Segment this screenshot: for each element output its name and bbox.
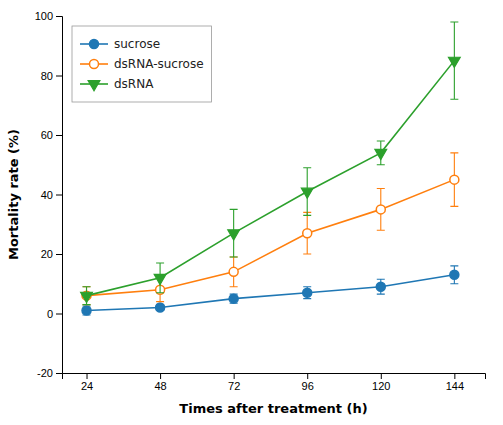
tick-label: 96 (302, 380, 314, 392)
x-axis: 24 48 72 96 120 144 (63, 373, 486, 392)
point (154, 274, 166, 284)
tick-mark (56, 314, 62, 315)
tick-mark (56, 195, 62, 196)
tick-label: 40 (41, 189, 53, 201)
tick: 144 (446, 373, 464, 392)
plot: 24 48 72 96 120 144 -20 0 20 40 60 80 100 Times after… (6, 10, 486, 416)
point (303, 288, 312, 297)
error-bar (377, 189, 385, 231)
error-bar (230, 257, 238, 287)
point (82, 306, 91, 315)
legend-marker (88, 81, 100, 91)
point (450, 270, 459, 279)
point (156, 303, 165, 312)
tick-label: 20 (41, 248, 53, 260)
axis-line (56, 17, 63, 374)
error-bar (303, 212, 311, 254)
point (376, 205, 385, 214)
line (87, 275, 455, 311)
axis-line (63, 374, 486, 380)
point (450, 175, 459, 184)
legend-label: sucrose (114, 37, 160, 51)
tick-mark (160, 373, 161, 379)
tick-mark (454, 373, 455, 379)
legend-item: dsRNA-sucrose (80, 57, 204, 71)
tick: 40 (41, 189, 62, 201)
x-axis-title: Times after treatment (h) (179, 401, 367, 416)
point (375, 149, 387, 159)
tick-label: 72 (228, 380, 240, 392)
error-bar (450, 266, 458, 284)
series (82, 266, 459, 315)
tick-label: 0 (47, 308, 53, 320)
point (229, 294, 238, 303)
point (448, 57, 460, 67)
tick-mark (87, 373, 88, 379)
marks (81, 22, 461, 315)
tick: 48 (154, 373, 166, 392)
tick: 72 (228, 373, 240, 392)
tick: -20 (37, 367, 62, 379)
y-axis: -20 0 20 40 60 80 100 (35, 10, 63, 379)
tick-mark (56, 373, 62, 374)
tick-label: 24 (81, 380, 93, 392)
legend-marker (90, 40, 99, 49)
series (82, 153, 459, 305)
legend-item: sucrose (80, 37, 160, 51)
point (376, 282, 385, 291)
legend-item: dsRNA (80, 77, 154, 91)
error-bar (377, 279, 385, 294)
tick: 96 (302, 373, 314, 392)
tick-mark (56, 254, 62, 255)
tick-label: 60 (41, 129, 53, 141)
chart: 24 48 72 96 120 144 -20 0 20 40 60 80 100 Times after… (0, 0, 503, 425)
error-bar (303, 287, 311, 299)
point (301, 188, 313, 198)
point (229, 267, 238, 276)
tick: 60 (41, 129, 62, 141)
legend: sucrose dsRNA-sucrose dsRNA (72, 26, 212, 102)
tick-mark (56, 16, 62, 17)
tick-mark (307, 373, 308, 379)
tick-label: -20 (37, 367, 53, 379)
tick-label: 120 (372, 380, 390, 392)
error-bar (83, 306, 91, 315)
y-axis-title: Mortality rate (%) (6, 129, 21, 260)
legend-label: dsRNA (114, 77, 154, 91)
tick: 80 (41, 70, 62, 82)
tick: 120 (372, 373, 390, 392)
tick-label: 100 (35, 10, 53, 22)
point (303, 229, 312, 238)
point (81, 292, 93, 302)
tick-mark (56, 135, 62, 136)
tick-mark (234, 373, 235, 379)
tick-mark (381, 373, 382, 379)
error-bar (450, 153, 458, 207)
tick-label: 48 (154, 380, 166, 392)
point (228, 230, 240, 240)
legend-marker (90, 60, 99, 69)
tick: 100 (35, 10, 62, 22)
tick: 20 (41, 248, 62, 260)
legend-label: dsRNA-sucrose (114, 57, 204, 71)
legend-frame (72, 26, 212, 102)
tick-label: 80 (41, 70, 53, 82)
tick: 24 (81, 373, 93, 392)
tick: 0 (47, 308, 62, 320)
tick-mark (56, 76, 62, 77)
tick-label: 144 (446, 380, 464, 392)
error-bar (230, 294, 238, 303)
line (87, 180, 455, 296)
series (81, 22, 461, 305)
